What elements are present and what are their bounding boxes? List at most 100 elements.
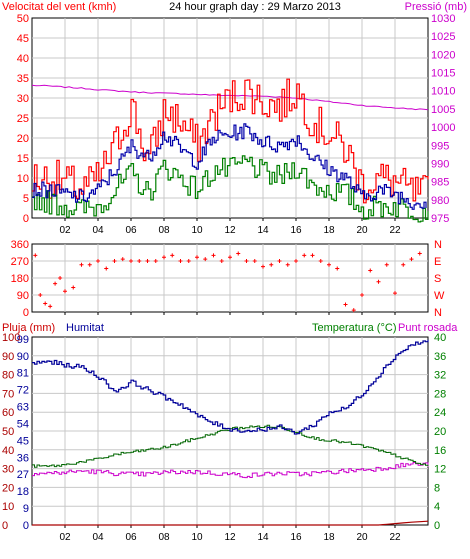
wind-speed-tick: 25 xyxy=(17,113,29,125)
rain-axis-title: Pluja (mm) xyxy=(2,322,55,334)
rain-tick: 30 xyxy=(2,464,14,476)
rain-tick: 50 xyxy=(2,426,14,438)
wind-direction-point xyxy=(58,276,63,280)
wind-direction-point xyxy=(343,302,348,307)
humidity-tick: 99 xyxy=(17,334,29,346)
temperature-tick: 20 xyxy=(434,426,446,438)
direction-degree-tick: 270 xyxy=(11,256,29,268)
humidity-tick: 45 xyxy=(17,435,29,447)
wind-direction-point xyxy=(261,264,265,269)
wind-direction-point xyxy=(294,259,298,263)
direction-compass-tick: N xyxy=(434,239,442,251)
wind-speed-tick: 45 xyxy=(17,33,29,45)
rain-tick: 0 xyxy=(2,520,8,532)
humidity-tick: 18 xyxy=(17,486,29,498)
wind-direction-point xyxy=(120,257,125,262)
pressure-tick-labels: 975 980 985 990 995 1000 1005 1010 1015 1020 1025 1… xyxy=(431,13,455,225)
wind-speed-tick: 0 xyxy=(23,213,29,225)
pressure-tick: 975 xyxy=(431,213,449,225)
temperature-tick-labels: 0 4 8 12 16 20 24 28 32 36 40 xyxy=(434,332,446,532)
rain-tick: 70 xyxy=(2,388,14,400)
wind-direction-point xyxy=(43,301,48,306)
hour-tick-label: 20 xyxy=(356,532,368,543)
hour-tick-label: 18 xyxy=(323,225,335,236)
wind-speed-tick: 30 xyxy=(17,93,29,105)
temperature-tick: 4 xyxy=(434,501,440,513)
temperature-tick: 32 xyxy=(434,370,446,382)
wind-direction-point xyxy=(145,259,150,263)
humidity-tick: 9 xyxy=(23,503,29,515)
direction-compass-tick: S xyxy=(434,273,441,285)
rain-tick: 10 xyxy=(2,501,14,513)
hour-tick-label: 22 xyxy=(389,225,401,236)
pressure-tick: 1000 xyxy=(431,122,455,134)
wind-direction-point xyxy=(409,257,414,262)
direction-degree-tick: 0 xyxy=(23,307,29,319)
temperature-tick: 0 xyxy=(434,520,440,532)
panel1-hour-tick-labels: 02 04 06 08 10 12 14 16 18 20 22 xyxy=(59,225,401,236)
wind-direction-point xyxy=(71,285,76,290)
wind-direction-point xyxy=(228,255,232,260)
humidity-tick: 36 xyxy=(17,452,29,464)
wind-direction-point xyxy=(335,266,340,271)
rain-tick-labels: 0 10 20 30 40 50 60 70 80 90 100 xyxy=(2,332,20,532)
hour-tick-label: 14 xyxy=(257,532,269,543)
wind-direction-point xyxy=(195,255,199,260)
hour-tick-label: 08 xyxy=(158,225,170,236)
wind-direction-point xyxy=(33,253,38,258)
wind-direction-point xyxy=(203,257,208,262)
wind-direction-point xyxy=(302,253,307,258)
wind-min-line xyxy=(32,155,429,223)
wind-direction-point xyxy=(393,291,397,296)
pressure-axis-title: Pressió (mb) xyxy=(405,1,467,13)
temperature-tick: 24 xyxy=(434,407,446,419)
hour-tick-label: 18 xyxy=(323,532,335,543)
hour-tick-label: 02 xyxy=(59,225,71,236)
hum-temp-series xyxy=(32,339,429,526)
humidity-tick: 54 xyxy=(17,418,29,430)
wind-average-line xyxy=(32,123,427,210)
wind-direction-point xyxy=(79,262,84,267)
wind-direction-point xyxy=(38,293,43,297)
hour-tick-label: 04 xyxy=(92,225,104,236)
pressure-tick: 1020 xyxy=(431,49,455,61)
wind-direction-points xyxy=(33,251,422,313)
wind-direction-point xyxy=(351,308,356,313)
wind-speed-tick: 40 xyxy=(17,53,29,65)
wind-speed-tick: 35 xyxy=(17,73,29,85)
chart-date-title: 24 hour graph day : 29 Marzo 2013 xyxy=(169,1,341,13)
direction-compass-tick: W xyxy=(434,290,445,302)
temperature-tick: 16 xyxy=(434,445,446,457)
hour-tick-label: 04 xyxy=(92,532,104,543)
rain-tick: 80 xyxy=(2,370,14,382)
humidity-tick: 90 xyxy=(17,351,29,363)
wind-direction-point xyxy=(170,253,175,258)
hour-tick-label: 12 xyxy=(224,225,236,236)
hour-tick-label: 06 xyxy=(125,532,137,543)
wind-direction-point xyxy=(318,259,323,263)
pressure-tick: 1025 xyxy=(431,31,455,43)
wind-direction-point xyxy=(96,259,100,263)
temperature-tick: 28 xyxy=(434,388,446,400)
pressure-tick: 1005 xyxy=(431,104,455,116)
dewpoint-axis-title: Punt rosada xyxy=(398,322,458,334)
wind-direction-point xyxy=(129,259,133,263)
wind-direction-point xyxy=(252,259,257,263)
wind-direction-point xyxy=(53,281,58,286)
wind-speed-tick: 15 xyxy=(17,153,29,165)
temperature-tick: 12 xyxy=(434,464,446,476)
wind-direction-point xyxy=(236,251,241,256)
wind-direction-point xyxy=(244,259,249,263)
wind-direction-point xyxy=(162,255,166,260)
panel3-hour-tick-labels: 02 04 06 08 10 12 14 16 18 20 22 xyxy=(59,532,401,543)
wind-speed-axis-title: Velocitat del vent (kmh) xyxy=(2,1,116,13)
wind-speed-tick: 20 xyxy=(17,133,29,145)
wind-speed-tick: 50 xyxy=(17,13,29,25)
wind-direction-point xyxy=(178,259,183,263)
direction-compass-tick: E xyxy=(434,256,441,268)
dewpoint-line xyxy=(32,462,429,479)
wind-speed-tick: 5 xyxy=(23,193,29,205)
rain-line xyxy=(32,520,429,526)
humidity-tick-labels: 0 9 18 27 36 45 54 63 72 81 90 99 xyxy=(17,334,29,532)
